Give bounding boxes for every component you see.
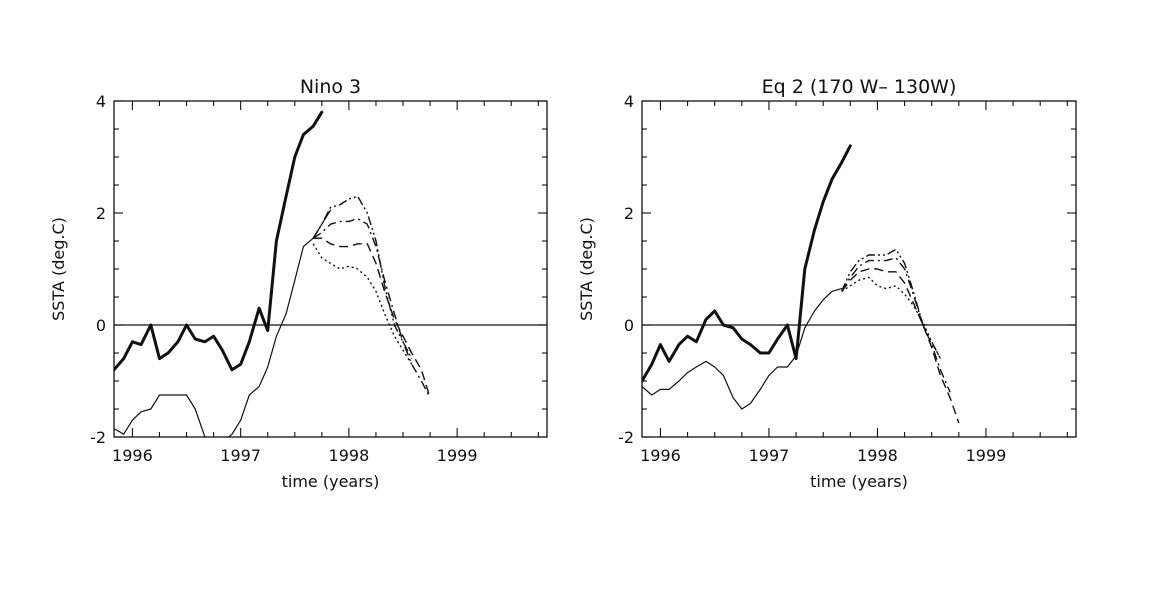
x-tick-label: 1997: [220, 446, 261, 465]
y-tick-label: 2: [624, 204, 634, 223]
plot-frame: [113, 100, 548, 438]
y-axis-label: SSTA (deg.C): [49, 217, 68, 321]
x-axis-label: time (years): [282, 472, 380, 491]
series-line-dash-dot-dot: [312, 195, 413, 359]
chart-title: Nino 3: [300, 76, 361, 98]
x-tick-label: 1999: [966, 446, 1007, 465]
y-tick-label: 2: [96, 204, 106, 223]
chart-title: Eq 2 (170 W– 130W): [762, 76, 957, 98]
series-line-dotted: [841, 276, 942, 359]
series-line-dotted: [312, 243, 413, 365]
panel-eq2: -2 0 2 4 1996 1997 1998 1999 Eq 2 (170 W– 130W) t…: [577, 76, 1077, 491]
series-line-thick-solid: [642, 144, 852, 383]
panel-nino3: -2 0 2 4 1996 1997 1998 1999 Nino 3 time (years) S…: [49, 76, 548, 491]
series-line-dashed: [313, 237, 431, 399]
y-tick-label: 4: [624, 92, 634, 111]
series-line-dash-dot-dot: [840, 248, 942, 359]
series-line-dashed: [841, 268, 960, 424]
y-tick-label: -2: [618, 428, 634, 447]
y-tick-label: 4: [96, 92, 106, 111]
x-tick-label: 1998: [329, 446, 370, 465]
series-line-dash-dot: [312, 217, 431, 399]
series-line-thin-solid: [114, 209, 332, 437]
x-tick-label: 1999: [437, 446, 478, 465]
y-tick-label: 0: [96, 316, 106, 335]
y-axis-label: SSTA (deg.C): [577, 217, 596, 321]
x-tick-label: 1996: [112, 446, 153, 465]
y-tick-label: 0: [624, 316, 634, 335]
series-line-thin-solid: [642, 288, 843, 410]
x-axis-label: time (years): [810, 472, 908, 491]
series-line-thick-solid: [114, 110, 324, 372]
plot-frame: [641, 100, 1077, 438]
x-tick-label: 1997: [749, 446, 790, 465]
x-tick-label: 1998: [857, 446, 898, 465]
y-tick-label: -2: [90, 428, 106, 447]
x-tick-label: 1996: [640, 446, 681, 465]
